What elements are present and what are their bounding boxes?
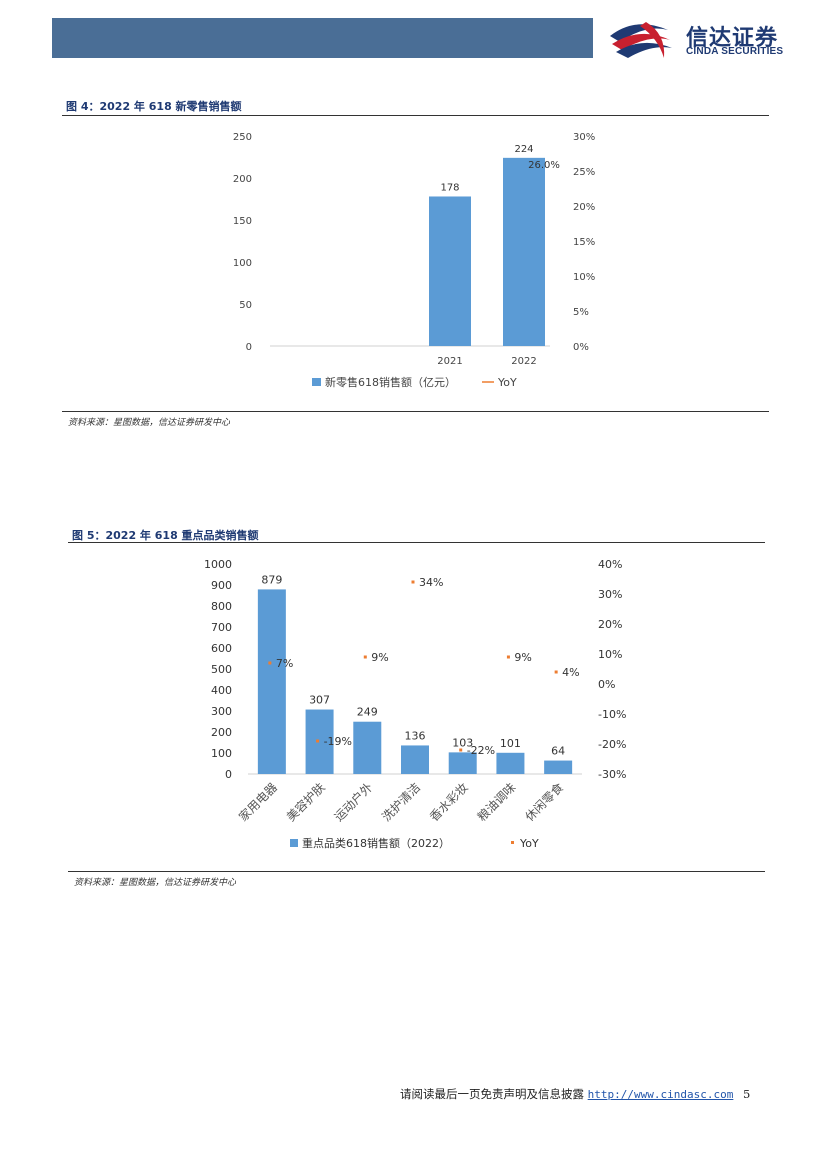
footer-disclaimer: 请阅读最后一页免责声明及信息披露 xyxy=(400,1087,584,1101)
y-tick-label: 50 xyxy=(239,300,252,311)
y-tick-label: 900 xyxy=(211,579,232,592)
figure-5-source: 资料来源：星图数据，信达证券研发中心 xyxy=(74,878,237,888)
y2-tick-label: 0% xyxy=(598,678,615,691)
logo-en: CINDA SECURITIES xyxy=(686,46,784,57)
figure-5-chart: 0 100 200 300 400 500 600 700 800 900 1000 -30% -20%… xyxy=(204,558,626,850)
bar-value-label: 249 xyxy=(357,706,378,719)
bar-美容护肤 xyxy=(305,709,334,774)
legend-label-bar: 重点品类618销售额（2022） xyxy=(302,836,450,850)
y-tick-label: 500 xyxy=(211,663,232,676)
legend-swatch-yoy xyxy=(511,841,514,844)
y2-tick-label: 25% xyxy=(573,167,595,178)
figure-5-bottom-rule xyxy=(68,871,765,872)
bar-休闲零食 xyxy=(544,760,573,774)
y-tick-label: 400 xyxy=(211,684,232,697)
y-tick-label: 200 xyxy=(211,726,232,739)
y-tick-label: 0 xyxy=(225,768,232,781)
yoy-value-label: 4% xyxy=(562,666,579,679)
x-tick-label: 运动户外 xyxy=(331,780,376,825)
x-tick-label: 家用电器 xyxy=(235,780,280,825)
y-tick-label: 0 xyxy=(246,342,252,353)
y2-tick-label: 10% xyxy=(598,648,622,661)
y2-tick-label: 30% xyxy=(598,588,622,601)
x-tick-label: 洗护清洁 xyxy=(379,780,423,824)
bar-value-label: 879 xyxy=(261,573,282,586)
figure-4-chart: 0 50 100 150 200 250 0% 5% 10% 15% 20% 25% 30% 178 202… xyxy=(233,132,595,389)
legend-swatch-bar xyxy=(290,839,298,847)
footer-link[interactable]: http://www.cindasc.com xyxy=(587,1088,734,1101)
bar-value-label: 224 xyxy=(514,144,533,155)
y2-tick-label: 15% xyxy=(573,237,595,248)
y-tick-label: 600 xyxy=(211,642,232,655)
yoy-value-label: 7% xyxy=(276,657,293,670)
y2-tick-label: 40% xyxy=(598,558,622,571)
y2-tick-label: -20% xyxy=(598,738,626,751)
x-tick-label: 粮油调味 xyxy=(474,780,519,825)
y-tick-label: 100 xyxy=(233,258,252,269)
bar-运动户外 xyxy=(353,721,382,774)
header-bar xyxy=(52,18,593,58)
bar-洗护清洁 xyxy=(401,745,429,774)
bar-value-label: 64 xyxy=(551,745,565,758)
page-number: 5 xyxy=(743,1087,751,1101)
logo-cn: 信达证券 xyxy=(686,26,779,51)
legend-swatch-bar xyxy=(312,378,321,386)
x-tick-label: 香水彩妆 xyxy=(427,780,471,824)
y2-tick-label: 0% xyxy=(573,342,589,353)
y2-tick-label: -30% xyxy=(598,768,626,781)
figure-4-top-rule xyxy=(62,115,769,116)
y-tick-label: 100 xyxy=(211,747,232,760)
legend-label-yoy: YoY xyxy=(497,376,517,389)
y-tick-label: 1000 xyxy=(204,558,232,571)
yoy-value-label: -22% xyxy=(467,744,495,757)
yoy-point xyxy=(554,670,558,674)
figure-4-bottom-rule xyxy=(62,411,769,412)
footer: 请阅读最后一页免责声明及信息披露 http://www.cindasc.com … xyxy=(400,1086,750,1102)
x-tick-label: 休闲零食 xyxy=(522,780,567,825)
yoy-point xyxy=(268,661,272,665)
y2-tick-label: 20% xyxy=(598,618,622,631)
yoy-value-label: 26.0% xyxy=(528,160,560,171)
yoy-point xyxy=(459,748,463,752)
bar-value-label: 101 xyxy=(500,737,521,750)
legend-label-bar: 新零售618销售额（亿元） xyxy=(325,375,456,389)
figure-4-source: 资料来源：星图数据，信达证券研发中心 xyxy=(68,418,231,428)
bar-value-label: 307 xyxy=(309,694,330,707)
yoy-point xyxy=(363,655,367,659)
y-tick-label: 800 xyxy=(211,600,232,613)
yoy-point xyxy=(316,739,320,743)
y2-tick-label: 5% xyxy=(573,307,589,318)
y2-tick-label: -10% xyxy=(598,708,626,721)
y2-tick-label: 30% xyxy=(573,132,595,143)
figure-4-title: 图 4：2022 年 618 新零售销售额 xyxy=(66,100,242,113)
y-tick-label: 200 xyxy=(233,174,252,185)
bar-2021 xyxy=(429,196,471,346)
y-tick-label: 300 xyxy=(211,705,232,718)
yoy-value-label: 9% xyxy=(371,651,388,664)
legend-label-yoy: YoY xyxy=(519,837,539,850)
y-tick-label: 150 xyxy=(233,216,252,227)
x-tick-label: 2021 xyxy=(437,356,462,367)
x-tick-label: 美容护肤 xyxy=(283,780,328,825)
y2-tick-label: 20% xyxy=(573,202,595,213)
yoy-value-label: 9% xyxy=(514,651,531,664)
y-tick-label: 700 xyxy=(211,621,232,634)
figure-5-title: 图 5：2022 年 618 重点品类销售额 xyxy=(72,529,259,542)
bar-value-label: 136 xyxy=(405,729,426,742)
bar-家用电器 xyxy=(257,589,286,774)
yoy-point xyxy=(411,580,415,584)
figure-5-top-rule xyxy=(68,542,765,543)
bar-2022 xyxy=(503,157,545,346)
y2-tick-label: 10% xyxy=(573,272,595,283)
yoy-value-label: -19% xyxy=(324,735,352,748)
cinda-logo-icon xyxy=(610,22,672,58)
x-tick-label: 2022 xyxy=(511,356,536,367)
bar-value-label: 178 xyxy=(440,182,459,193)
yoy-value-label: 34% xyxy=(419,576,443,589)
y-tick-label: 250 xyxy=(233,132,252,143)
yoy-point xyxy=(506,655,510,659)
bar-value-label: 103 xyxy=(452,736,473,749)
bar-香水彩妆 xyxy=(448,752,477,774)
bar-粮油调味 xyxy=(496,752,525,774)
